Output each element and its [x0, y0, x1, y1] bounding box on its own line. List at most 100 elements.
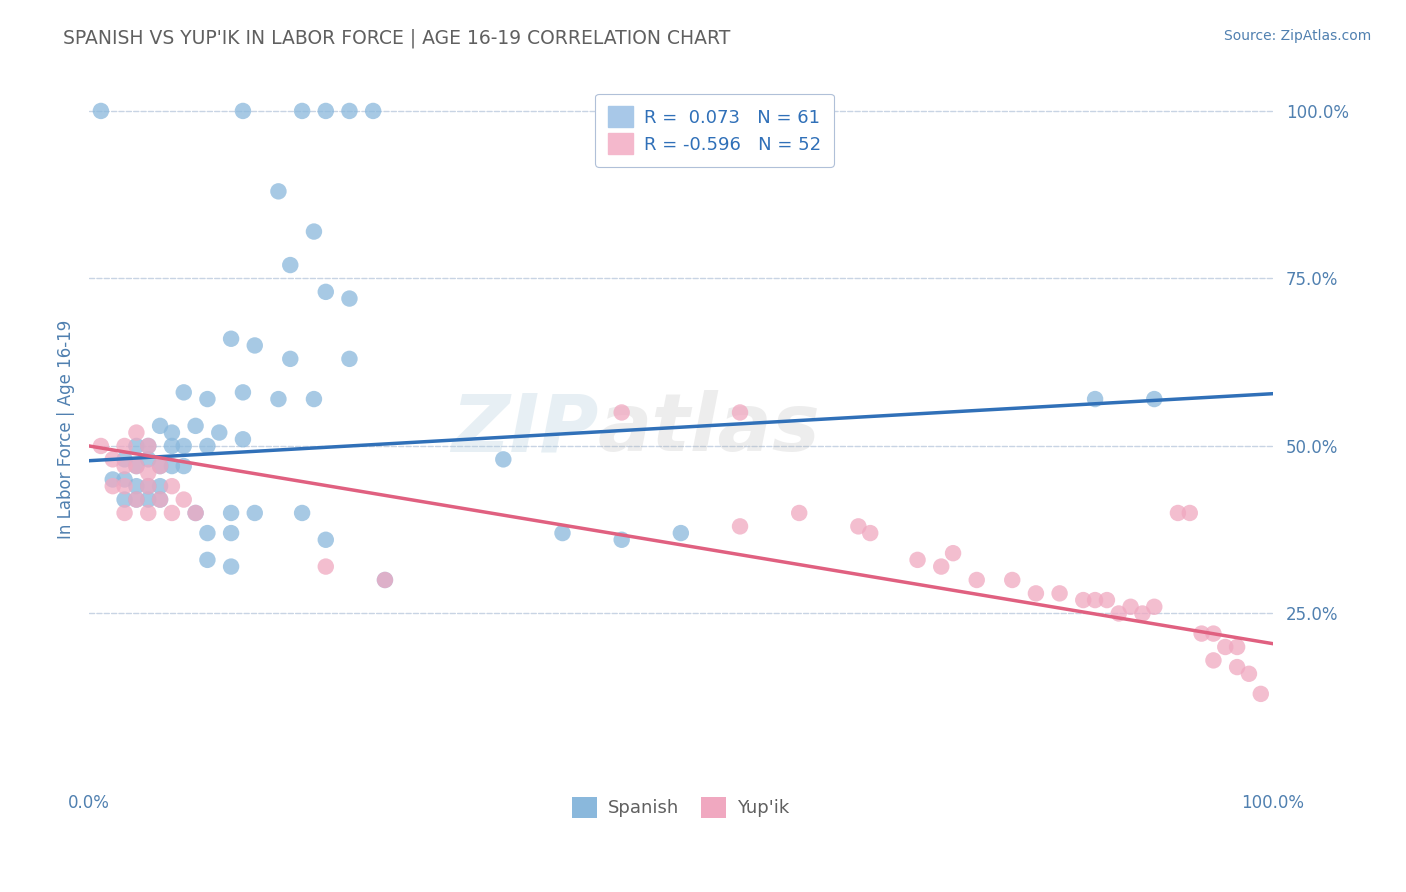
- Point: [1132, 607, 1154, 621]
- Point: [149, 418, 172, 433]
- Point: [374, 573, 396, 587]
- Point: [219, 559, 242, 574]
- Point: [315, 103, 337, 118]
- Point: [551, 526, 574, 541]
- Point: [219, 526, 242, 541]
- Point: [267, 392, 290, 406]
- Point: [1213, 640, 1236, 654]
- Point: [1119, 599, 1142, 614]
- Point: [907, 553, 929, 567]
- Point: [114, 459, 136, 474]
- Text: Source: ZipAtlas.com: Source: ZipAtlas.com: [1223, 29, 1371, 43]
- Point: [243, 506, 266, 520]
- Point: [669, 526, 692, 541]
- Point: [859, 526, 882, 541]
- Text: SPANISH VS YUP'IK IN LABOR FORCE | AGE 16-19 CORRELATION CHART: SPANISH VS YUP'IK IN LABOR FORCE | AGE 1…: [63, 29, 731, 48]
- Legend: Spanish, Yup'ik: Spanish, Yup'ik: [565, 789, 797, 825]
- Point: [787, 506, 810, 520]
- Point: [219, 332, 242, 346]
- Point: [315, 285, 337, 299]
- Point: [728, 519, 751, 533]
- Point: [184, 506, 207, 520]
- Point: [1167, 506, 1189, 520]
- Point: [1049, 586, 1071, 600]
- Point: [160, 506, 183, 520]
- Point: [184, 418, 207, 433]
- Point: [1084, 593, 1107, 607]
- Point: [291, 103, 314, 118]
- Point: [339, 351, 361, 366]
- Point: [160, 479, 183, 493]
- Point: [136, 452, 159, 467]
- Point: [1178, 506, 1201, 520]
- Point: [1237, 666, 1260, 681]
- Point: [101, 452, 124, 467]
- Point: [1143, 599, 1166, 614]
- Point: [197, 526, 219, 541]
- Point: [848, 519, 870, 533]
- Point: [149, 479, 172, 493]
- Point: [149, 492, 172, 507]
- Point: [610, 533, 633, 547]
- Point: [374, 573, 396, 587]
- Point: [114, 506, 136, 520]
- Point: [197, 553, 219, 567]
- Point: [136, 479, 159, 493]
- Point: [302, 225, 325, 239]
- Point: [114, 439, 136, 453]
- Point: [728, 405, 751, 419]
- Text: atlas: atlas: [598, 390, 821, 468]
- Point: [114, 452, 136, 467]
- Point: [101, 473, 124, 487]
- Point: [160, 439, 183, 453]
- Point: [1202, 653, 1225, 667]
- Point: [1108, 607, 1130, 621]
- Point: [160, 459, 183, 474]
- Point: [1191, 626, 1213, 640]
- Point: [184, 506, 207, 520]
- Point: [610, 405, 633, 419]
- Point: [197, 392, 219, 406]
- Point: [1250, 687, 1272, 701]
- Point: [125, 459, 148, 474]
- Point: [90, 439, 112, 453]
- Point: [232, 385, 254, 400]
- Point: [267, 185, 290, 199]
- Point: [1001, 573, 1024, 587]
- Y-axis label: In Labor Force | Age 16-19: In Labor Force | Age 16-19: [58, 319, 75, 539]
- Point: [136, 466, 159, 480]
- Point: [219, 506, 242, 520]
- Point: [149, 459, 172, 474]
- Point: [208, 425, 231, 440]
- Point: [90, 103, 112, 118]
- Point: [315, 559, 337, 574]
- Point: [125, 459, 148, 474]
- Point: [361, 103, 384, 118]
- Point: [197, 439, 219, 453]
- Text: ZIP: ZIP: [451, 390, 598, 468]
- Point: [101, 479, 124, 493]
- Point: [125, 439, 148, 453]
- Point: [302, 392, 325, 406]
- Point: [173, 439, 195, 453]
- Point: [232, 432, 254, 446]
- Point: [149, 459, 172, 474]
- Point: [1226, 660, 1249, 674]
- Point: [136, 492, 159, 507]
- Point: [1071, 593, 1094, 607]
- Point: [942, 546, 965, 560]
- Point: [114, 492, 136, 507]
- Point: [136, 479, 159, 493]
- Point: [232, 103, 254, 118]
- Point: [114, 473, 136, 487]
- Point: [136, 439, 159, 453]
- Point: [1025, 586, 1047, 600]
- Point: [136, 506, 159, 520]
- Point: [136, 439, 159, 453]
- Point: [278, 258, 301, 272]
- Point: [160, 425, 183, 440]
- Point: [492, 452, 515, 467]
- Point: [339, 103, 361, 118]
- Point: [173, 385, 195, 400]
- Point: [1226, 640, 1249, 654]
